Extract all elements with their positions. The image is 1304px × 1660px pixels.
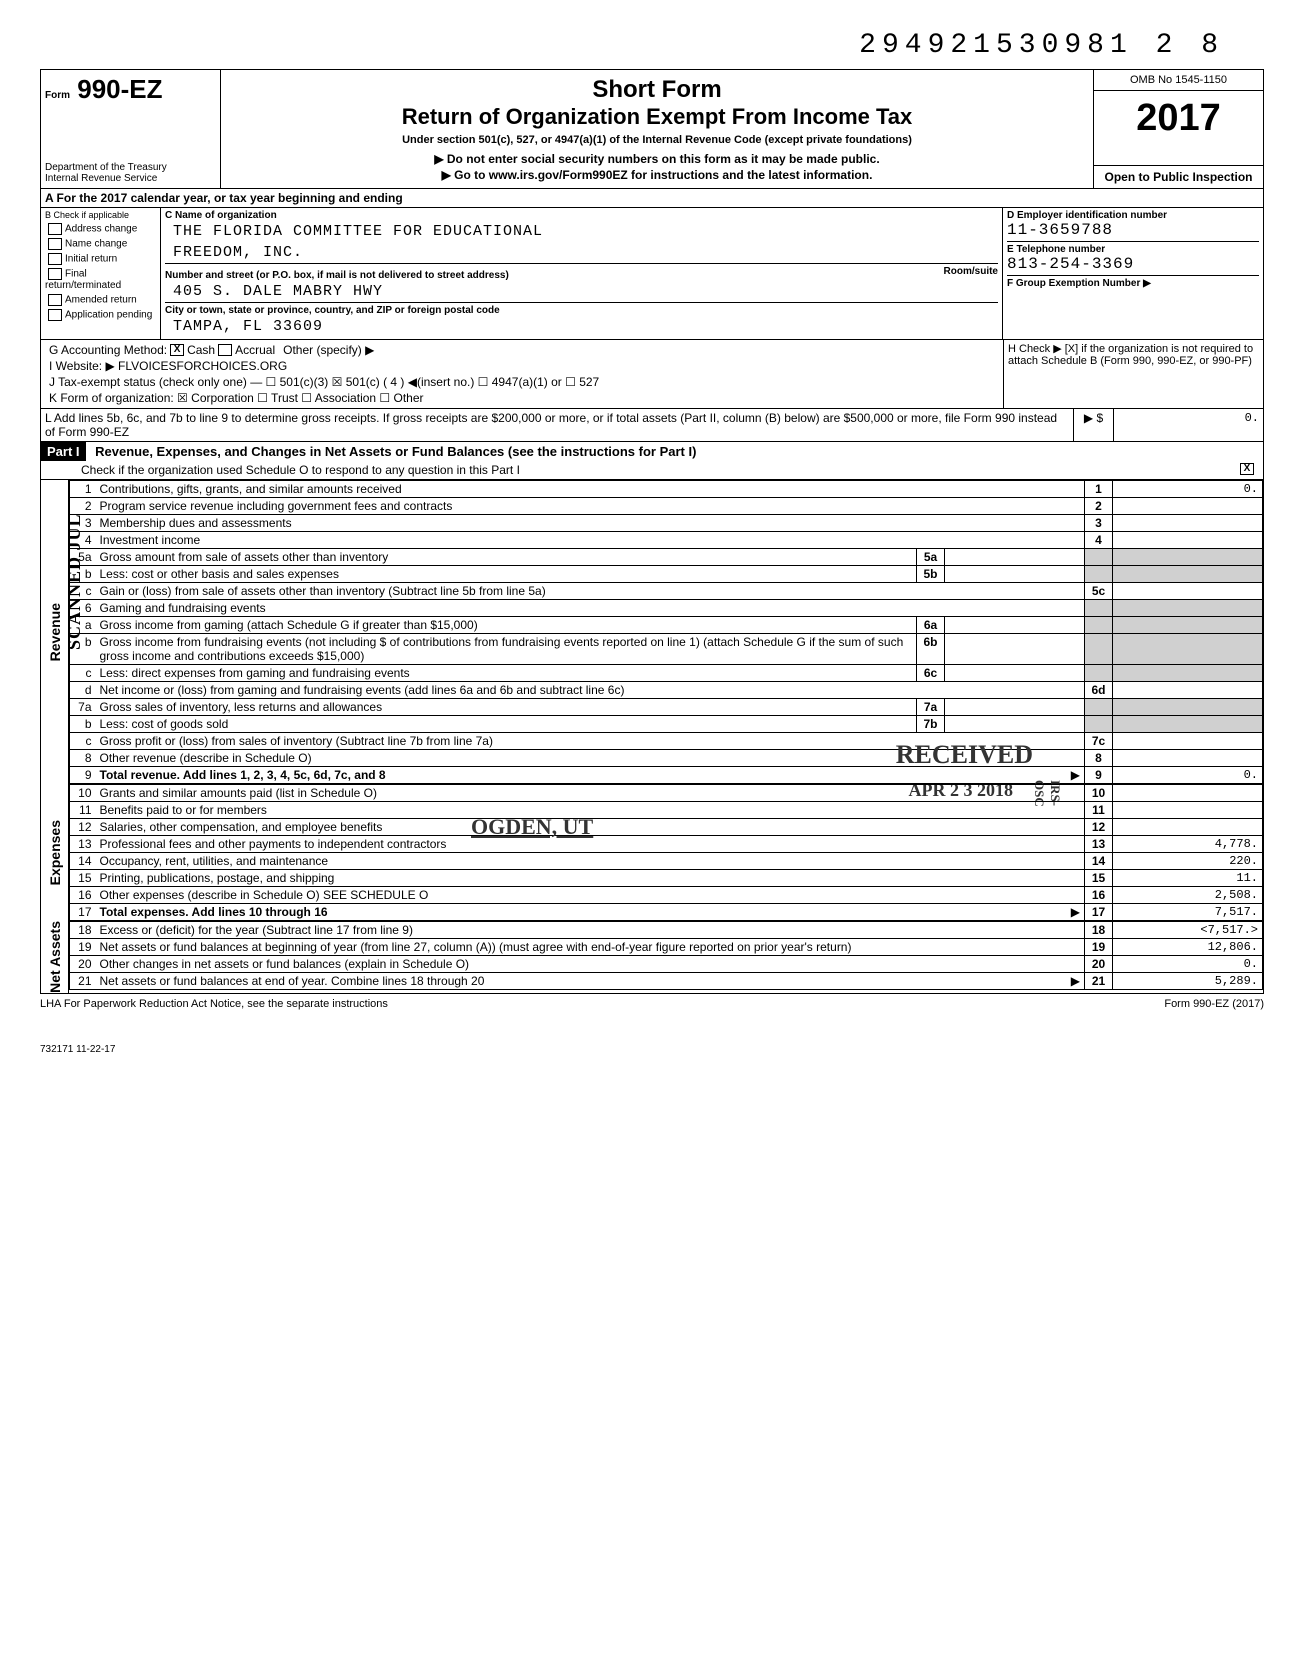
- phone-value: 813-254-3369: [1007, 255, 1259, 273]
- footer-left: LHA For Paperwork Reduction Act Notice, …: [40, 998, 388, 1010]
- revenue-table: 1Contributions, gifts, grants, and simil…: [69, 480, 1263, 784]
- omb-number: OMB No 1545-1150: [1094, 70, 1263, 91]
- section-b: B Check if applicable Address change Nam…: [41, 208, 161, 339]
- subtitle: Under section 501(c), 527, or 4947(a)(1)…: [227, 134, 1087, 146]
- title-return: Return of Organization Exempt From Incom…: [227, 104, 1087, 130]
- line-13-val: 4,778.: [1113, 836, 1263, 853]
- form-org-line: K Form of organization: ☒ Corporation ☐ …: [45, 390, 999, 406]
- section-a: A For the 2017 calendar year, or tax yea…: [40, 189, 1264, 208]
- net-assets-block: Net Assets 18Excess or (deficit) for the…: [40, 921, 1264, 994]
- line-16-val: 2,508.: [1113, 887, 1263, 904]
- line-l: L Add lines 5b, 6c, and 7b to line 9 to …: [40, 409, 1264, 442]
- line-19-val: 12,806.: [1113, 939, 1263, 956]
- total-expenses: 7,517.: [1113, 904, 1263, 921]
- warn-url: ▶ Go to www.irs.gov/Form990EZ for instru…: [227, 168, 1087, 182]
- footer-code: 732171 11-22-17: [40, 1044, 1264, 1055]
- org-city: TAMPA, FL 33609: [165, 316, 998, 337]
- h-check: H Check ▶ [X] if the organization is not…: [1003, 340, 1263, 408]
- check-amended-return[interactable]: Amended return: [45, 294, 156, 306]
- total-revenue: 0.: [1113, 767, 1263, 784]
- line-15-val: 11.: [1113, 870, 1263, 887]
- website-line: I Website: ▶ FLVOICESFORCHOICES.ORG: [45, 358, 999, 374]
- tax-year: 2017: [1094, 91, 1263, 165]
- title-short-form: Short Form: [227, 76, 1087, 104]
- dept-label: Department of the Treasury Internal Reve…: [45, 162, 216, 184]
- check-name-change[interactable]: Name change: [45, 238, 156, 250]
- form-header: Form 990-EZ Department of the Treasury I…: [40, 69, 1264, 189]
- header-block: B Check if applicable Address change Nam…: [40, 208, 1264, 340]
- accounting-cash-check[interactable]: X: [170, 344, 184, 356]
- tax-exempt-line: J Tax-exempt status (check only one) — ☐…: [45, 374, 999, 390]
- net-assets-table: 18Excess or (deficit) for the year (Subt…: [69, 921, 1263, 990]
- check-final-return[interactable]: Final return/terminated: [45, 268, 156, 291]
- group-exemption: F Group Exemption Number ▶: [1007, 278, 1259, 289]
- line-18-val: <7,517.>: [1113, 922, 1263, 939]
- warn-ssn: ▶ Do not enter social security numbers o…: [227, 152, 1087, 166]
- org-name-1: THE FLORIDA COMMITTEE FOR EDUCATIONAL: [165, 221, 998, 242]
- ein-value: 11-3659788: [1007, 221, 1259, 239]
- org-name-2: FREEDOM, INC.: [165, 242, 998, 263]
- received-stamp: RECEIVED: [896, 740, 1033, 770]
- revenue-block: Revenue 1Contributions, gifts, grants, a…: [40, 480, 1264, 784]
- expenses-block: Expenses 10Grants and similar amounts pa…: [40, 784, 1264, 921]
- accounting-accrual-check[interactable]: [218, 344, 232, 356]
- ghijkl-block: G Accounting Method: XCash Accrual Other…: [40, 340, 1264, 409]
- revenue-label: Revenue: [47, 603, 63, 661]
- form-wrapper: 294921530981 2 8 SCANNED JUL Form 990-EZ…: [40, 30, 1264, 1055]
- form-number: 990-EZ: [77, 74, 162, 104]
- line-14-val: 220.: [1113, 853, 1263, 870]
- right-info-col: D Employer identification number 11-3659…: [1003, 208, 1263, 339]
- page-stamp: 294921530981 2 8: [40, 30, 1264, 61]
- check-address-change[interactable]: Address change: [45, 223, 156, 235]
- net-assets-label: Net Assets: [47, 921, 63, 993]
- expenses-table: 10Grants and similar amounts paid (list …: [69, 784, 1263, 921]
- line-l-value: 0.: [1113, 409, 1263, 441]
- line-20-val: 0.: [1113, 956, 1263, 973]
- check-application-pending[interactable]: Application pending: [45, 309, 156, 321]
- section-c: C Name of organization THE FLORIDA COMMI…: [161, 208, 1003, 339]
- part-i-header: Part I Revenue, Expenses, and Changes in…: [40, 442, 1264, 480]
- footer: LHA For Paperwork Reduction Act Notice, …: [40, 994, 1264, 1014]
- part1-schedule-o-check[interactable]: X: [1240, 463, 1254, 475]
- org-address: 405 S. DALE MABRY HWY: [165, 281, 998, 302]
- check-initial-return[interactable]: Initial return: [45, 253, 156, 265]
- stamp-ogden: OGDEN, UT: [471, 814, 593, 840]
- open-inspection: Open to Public Inspection: [1094, 165, 1263, 188]
- line-21-val: 5,289.: [1113, 973, 1263, 990]
- expenses-label: Expenses: [47, 820, 63, 885]
- footer-right: Form 990-EZ (2017): [1164, 998, 1264, 1010]
